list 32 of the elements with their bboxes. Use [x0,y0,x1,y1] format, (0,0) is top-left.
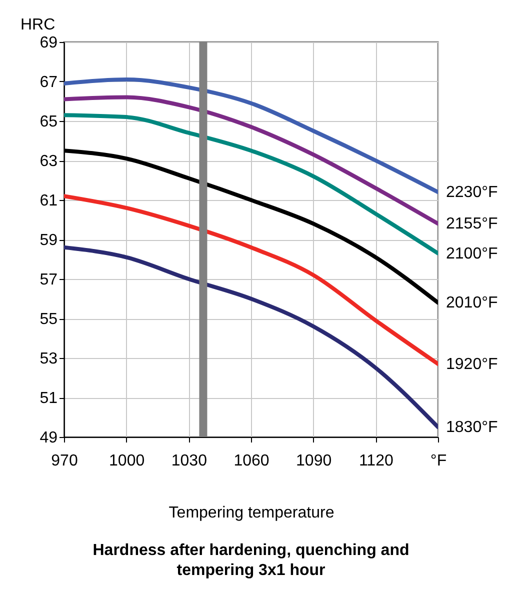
x-tick-label: 1000 [109,452,145,470]
x-tick-label: 1090 [296,452,332,470]
y-tick-label: 55 [40,311,58,328]
y-tick-label: 63 [40,153,58,170]
line-series [64,245,438,430]
line-series [64,95,438,226]
series-label: 2100°F [446,245,498,262]
x-tick-label: °F [430,452,447,470]
x-tick-label: 970 [51,452,78,470]
y-tick-label: 69 [40,34,58,52]
line-series [64,78,438,194]
y-tick-label: 65 [40,114,58,130]
y-tick-label: 57 [40,272,58,288]
x-tick-label: 1060 [234,452,270,470]
series-label: 2230°F [446,184,498,202]
y-tick-label: 51 [40,390,58,407]
text: Hardness after hardening, quenching and tempering 3x1 hour [92,542,410,579]
series-label: 1830°F [446,419,498,436]
x-tick-label: 1030 [171,452,208,470]
line-series [64,113,438,256]
series-label: 2155°F [446,216,498,233]
x-tick-label: 1120 [358,452,394,470]
y-tick-label: 61 [40,192,58,210]
series-label: 2010°F [446,294,498,312]
line-series [64,194,438,366]
y-tick-label: 67 [40,74,58,91]
y-tick-label: 49 [40,430,58,446]
y-tick-label: 59 [40,232,58,249]
x-axis-title: Tempering temperature [168,504,334,522]
series-label: 1920°F [446,356,498,373]
y-axis-title: HRC [20,16,56,34]
y-tick-label: 53 [40,350,58,368]
